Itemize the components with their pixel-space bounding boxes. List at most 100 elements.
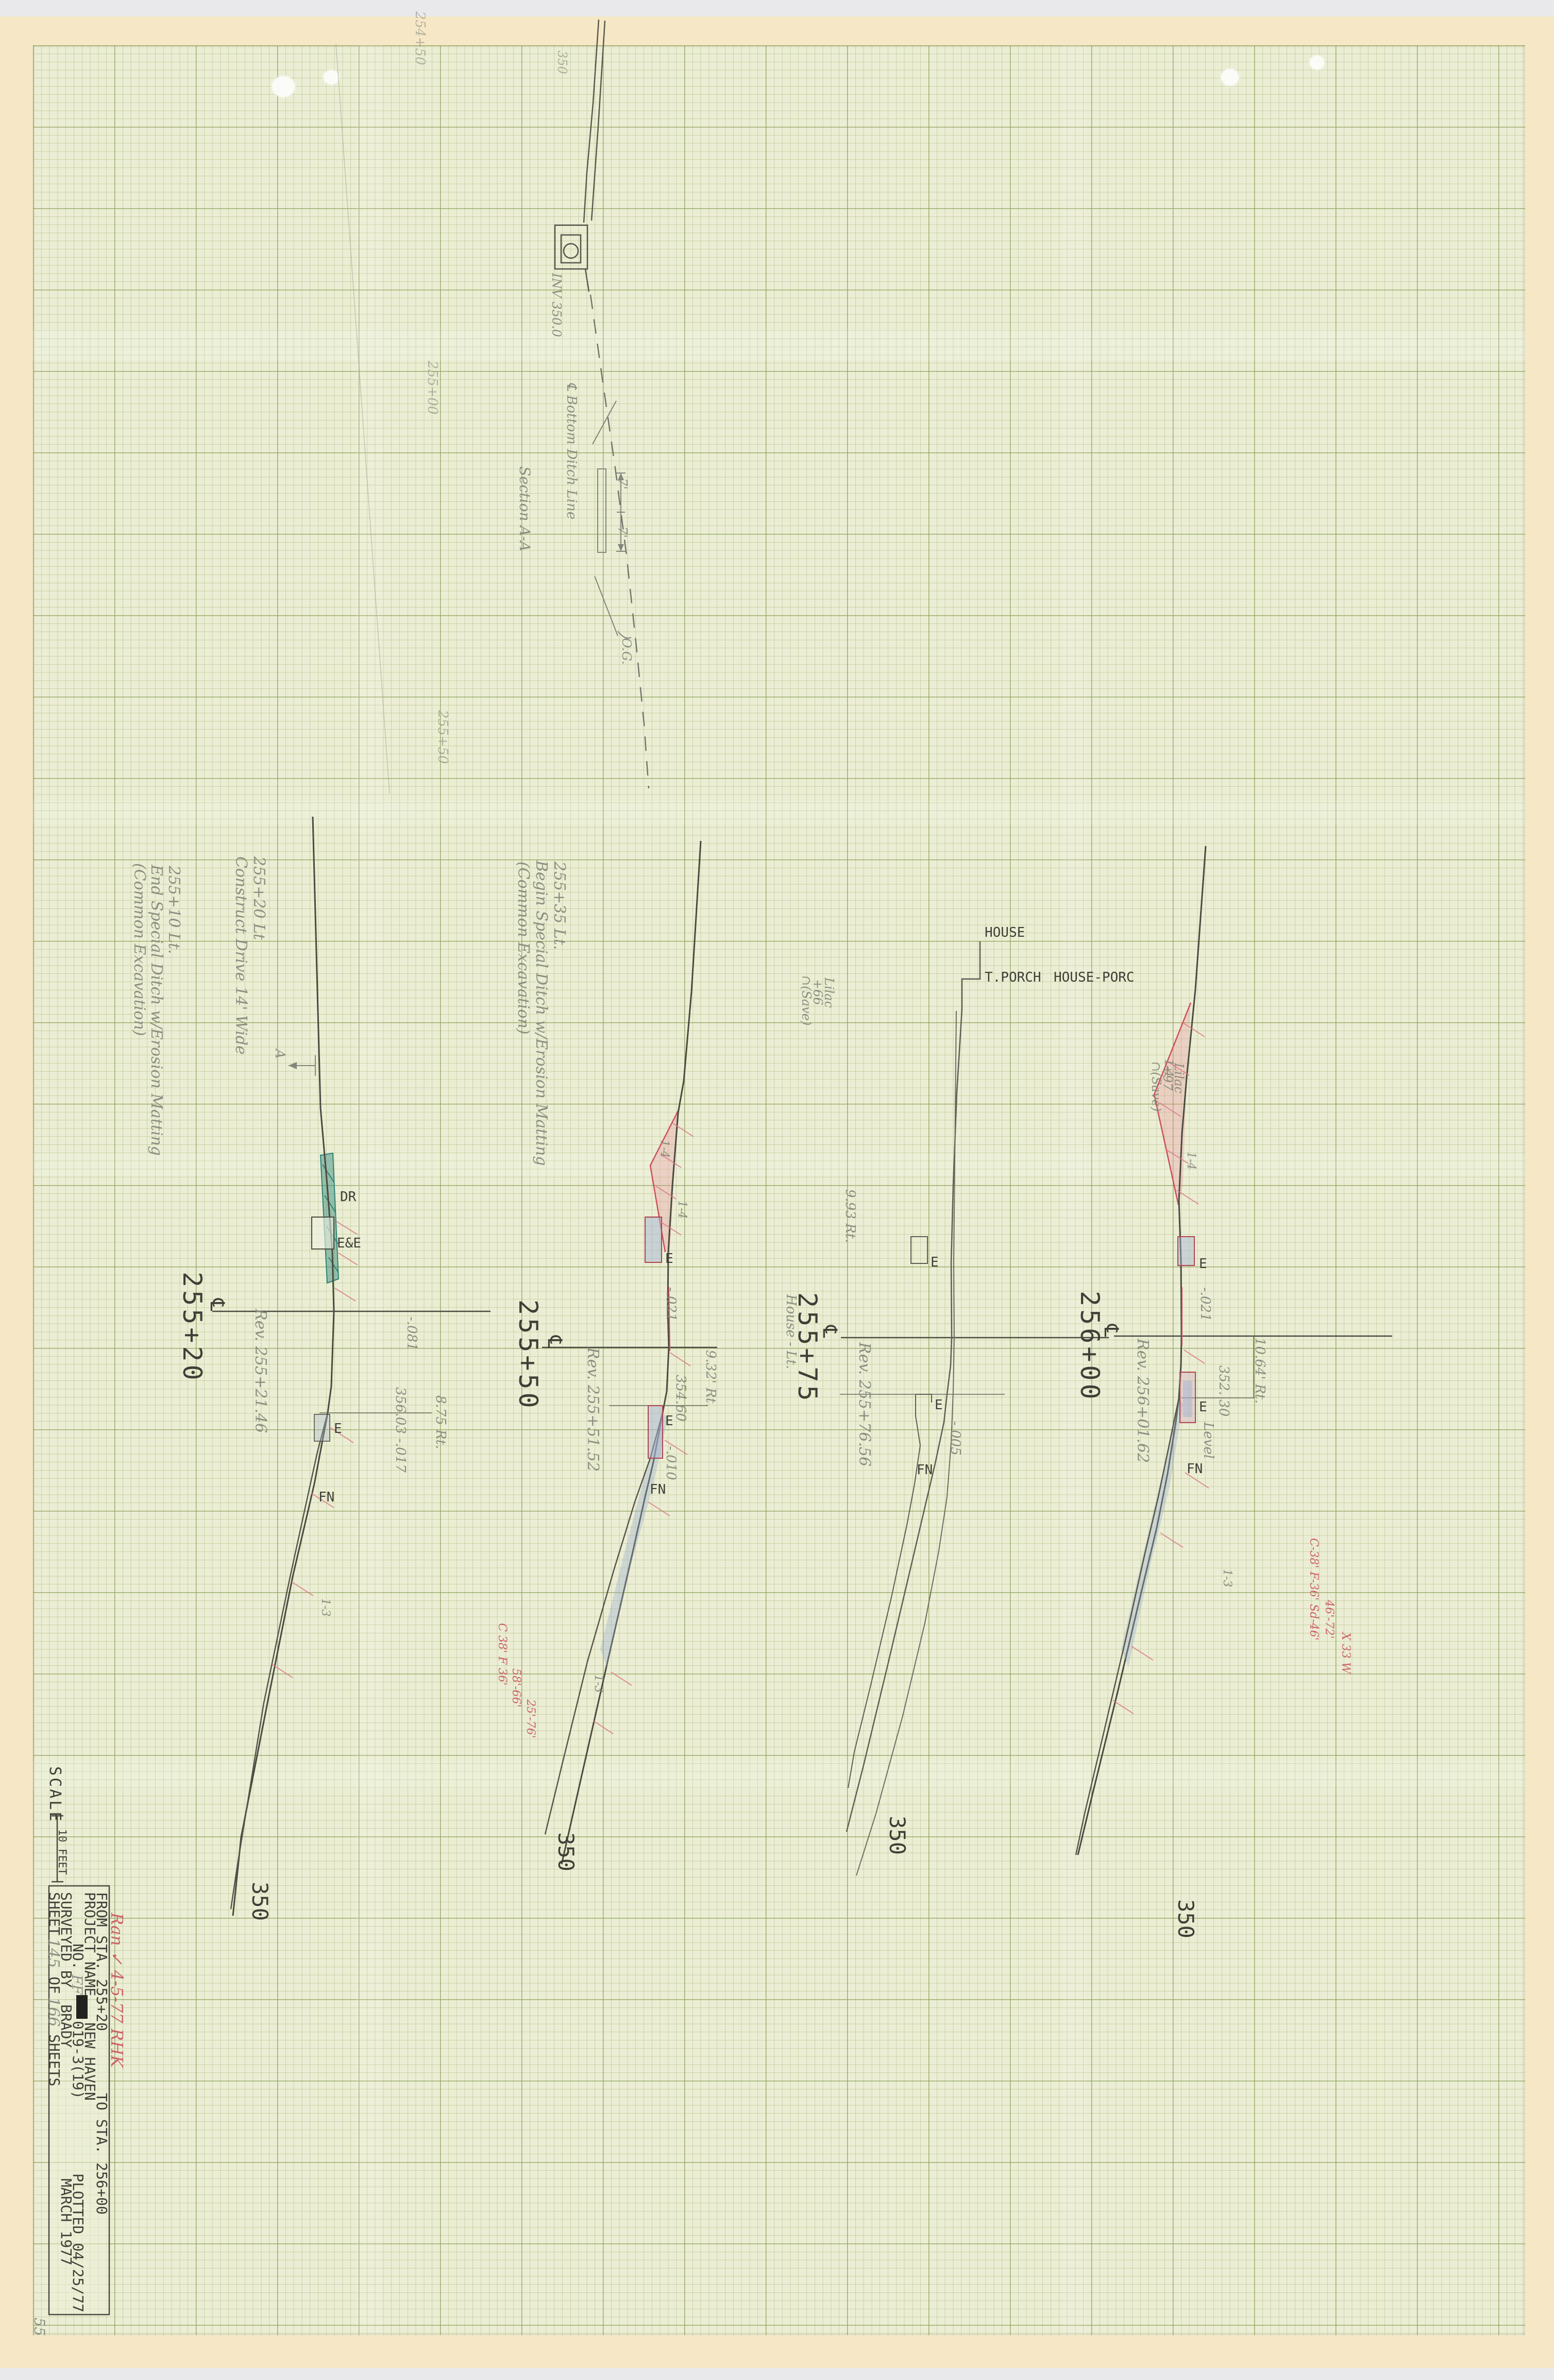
sec25520-station: 255+20 <box>177 1272 207 1383</box>
plan-og-label: O.G. <box>619 638 634 665</box>
sec25550-m2: 9.32' Rt. <box>703 1350 718 1408</box>
red-hatches <box>1112 1022 1209 1714</box>
titleblock-to-sta: TO STA. 256+00 <box>93 2093 110 2215</box>
sec25575-m1: 9.93 Rt. <box>842 1189 858 1243</box>
sec25550-fn: FN <box>650 1482 666 1497</box>
plan-ditch-label: ℄ Bottom Ditch Line <box>564 382 579 520</box>
ditch-cut-shading <box>650 1110 679 1252</box>
e-box-lower-inner <box>1183 1381 1192 1417</box>
sec25550-e1: E <box>665 1251 673 1267</box>
page-number: 55 <box>31 2318 48 2336</box>
sec25600-slope2: 1-4 <box>1185 1152 1197 1170</box>
scanner-edge-top <box>0 0 1554 16</box>
sec25600-m3: 352. 30 <box>1216 1365 1231 1417</box>
sec25550-cl: ℄ <box>544 1336 566 1348</box>
note-construct-drive-2: Construct Drive 14' Wide <box>232 856 250 1055</box>
sec25600-fn: FN <box>1187 1461 1203 1477</box>
plan-inv-label: INV 350.0 <box>549 273 564 337</box>
sec25575-houseporc: HOUSE-PORC <box>1054 970 1135 985</box>
sec25600-red1: C-38' F-36' Sd-46' <box>1307 1538 1320 1641</box>
finished-grade-line <box>848 1394 921 1788</box>
section-255-50 <box>542 840 717 1865</box>
finished-grade-line <box>230 1412 329 1910</box>
sec25520-fn: FN <box>318 1490 335 1505</box>
sec25550-m3: 354.60 <box>673 1375 688 1422</box>
plan-construction-line <box>335 43 390 794</box>
sec25520-dr: DR <box>340 1189 357 1205</box>
plan-dim-upper: 7' <box>615 478 630 489</box>
red-hatches <box>272 1221 358 1678</box>
titleblock-border <box>48 1885 110 2316</box>
sec25575-e2: E <box>935 1397 943 1413</box>
note-end-ditch-1: 255+10 Lt. <box>165 866 183 954</box>
titleblock-of: OF <box>46 1977 63 1994</box>
note-begin-ditch-1: 255+35 Lt. <box>550 862 568 950</box>
sec25520-slope: 1-3 <box>319 1598 332 1617</box>
scale-units: 10 FEET <box>56 1829 69 1875</box>
sec25575-house: HOUSE <box>985 925 1025 940</box>
sec25550-red3: 25'-76' <box>524 1699 537 1738</box>
ee-box <box>311 1217 334 1250</box>
sec25575-m2: -.005 <box>948 1421 963 1456</box>
ground-line <box>561 840 702 1865</box>
sec25520-m2: 356.03 -.017 <box>393 1387 408 1473</box>
scale-bar <box>52 1815 63 1883</box>
sec25550-m1: -.021 <box>663 1287 679 1322</box>
e-box-lower <box>648 1405 663 1459</box>
sec25520-m1: -.081 <box>404 1316 419 1351</box>
sec25600-cl: ℄ <box>1100 1324 1123 1337</box>
sec25600-rev: Rev. 256+01.62 <box>1134 1339 1152 1463</box>
section-256-00 <box>1075 846 1392 1855</box>
step-notch <box>916 1394 932 1403</box>
ground-line <box>846 1008 963 1832</box>
plan-station-255-50: 255+50 <box>435 710 450 764</box>
sec25550-red2: 58'-66' <box>510 1668 522 1708</box>
titleblock-sheet-no: 145 <box>44 1938 62 1968</box>
sec25550-rev: Rev. 255+51.52 <box>584 1347 602 1472</box>
sec25600-station: 256+00 <box>1075 1291 1105 1403</box>
e-box-upper <box>910 1236 928 1264</box>
sec25520-elev350: 350 <box>247 1882 273 1921</box>
sec25550-slope1: 1-4 <box>658 1140 671 1158</box>
sec25550-m4: -.010 <box>663 1446 679 1480</box>
paper-hole <box>1310 56 1324 70</box>
house-outline <box>961 941 981 1009</box>
scale-label: SCALE <box>46 1766 64 1824</box>
sec25600-slope1: 1-4 <box>1162 1059 1175 1077</box>
sec25600-elev350: 350 <box>1173 1899 1198 1938</box>
e-box-upper <box>1177 1236 1195 1266</box>
sec25550-elev350: 350 <box>553 1832 579 1871</box>
sec25575-house-lt: House - Lt. <box>783 1294 799 1370</box>
plan-catch-basin <box>554 224 588 270</box>
witness-line <box>1181 1336 1255 1398</box>
sec25550-station: 255+50 <box>513 1299 543 1411</box>
plan-station-255-00: 255+00 <box>425 361 440 415</box>
scanner-edge-bottom <box>0 2368 1554 2380</box>
ditch-cut-red-line <box>1153 1002 1192 1205</box>
plan-road-lines <box>583 19 606 292</box>
fill-shading <box>1121 1398 1183 1667</box>
paper-hole <box>324 70 339 85</box>
sec25550-red1: C 38' F 36' <box>496 1623 509 1686</box>
note-begin-ditch-3: (Common Excavation) <box>514 862 532 1035</box>
sec25550-e2: E <box>665 1413 673 1429</box>
note-begin-ditch-2: Begin Special Ditch w/Erosion Matting <box>532 860 550 1166</box>
sec25520-rev: Rev. 255+21.46 <box>251 1309 269 1433</box>
section-a-a-sketch <box>592 400 632 639</box>
note-construct-drive-1: 255+20 Lt <box>250 856 268 940</box>
sec25550-slope3: 1-3 <box>592 1675 605 1693</box>
sec25550-slope2: 1-4 <box>675 1201 688 1219</box>
note-save-lilac-1c: Lilac <box>822 977 836 1008</box>
sec25600-m1: -.021 <box>1197 1287 1213 1322</box>
e-box-upper <box>645 1217 662 1263</box>
titleblock-sheet-label: SHEET <box>46 1892 63 1936</box>
ground-line <box>232 816 335 1916</box>
fill-shading <box>600 1413 668 1667</box>
plan-a-cut-marker <box>289 1055 316 1076</box>
plan-section-label: Section A-A <box>516 466 533 552</box>
sec25520-m3: 8.75 Rt. <box>433 1395 448 1449</box>
plan-dim-lower: 7' <box>615 527 630 538</box>
